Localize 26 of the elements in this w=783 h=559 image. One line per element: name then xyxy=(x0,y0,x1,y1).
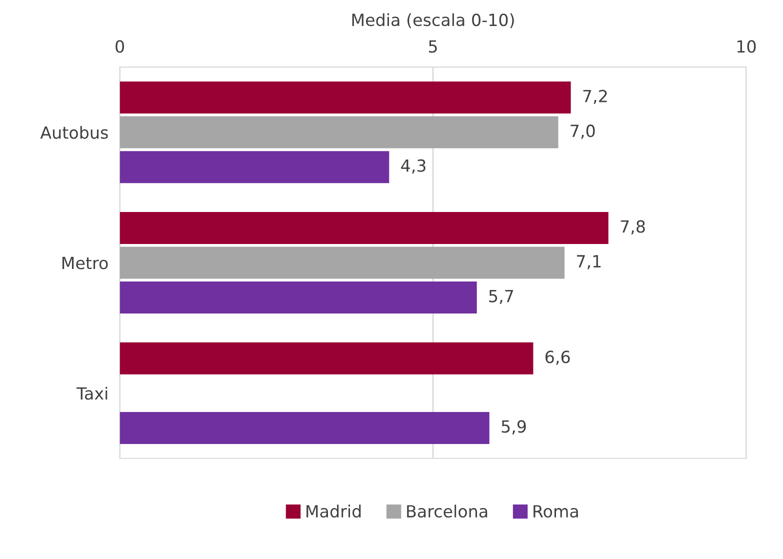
data-label: 4,3 xyxy=(401,159,426,174)
bar xyxy=(120,246,565,279)
x-tick-label: 5 xyxy=(428,40,437,53)
data-label: 5,7 xyxy=(489,290,514,304)
bar xyxy=(120,412,490,444)
x-tick-label: 0 xyxy=(116,40,124,53)
y-tick-label: Taxi xyxy=(76,386,108,400)
data-label: 7,1 xyxy=(577,255,601,270)
bar xyxy=(120,116,558,148)
legend-label: Barcelona xyxy=(407,504,488,518)
bar xyxy=(120,282,477,314)
legend-label: Madrid xyxy=(306,504,361,518)
bar xyxy=(120,342,534,374)
legend-label: Roma xyxy=(534,505,578,518)
bar xyxy=(120,82,571,114)
data-label: 7,8 xyxy=(620,220,645,234)
x-axis-title: Media (escala 0-10) xyxy=(352,13,514,28)
y-tick-label: Metro xyxy=(62,256,108,270)
y-tick-label: Autobus xyxy=(40,126,108,139)
data-label: 7,0 xyxy=(570,124,595,139)
bar xyxy=(120,212,608,244)
x-tick-label: 10 xyxy=(737,40,756,53)
bar xyxy=(120,151,390,184)
data-label: 5,9 xyxy=(502,420,526,434)
data-label: 6,6 xyxy=(546,350,570,365)
data-label: 7,2 xyxy=(583,90,607,104)
